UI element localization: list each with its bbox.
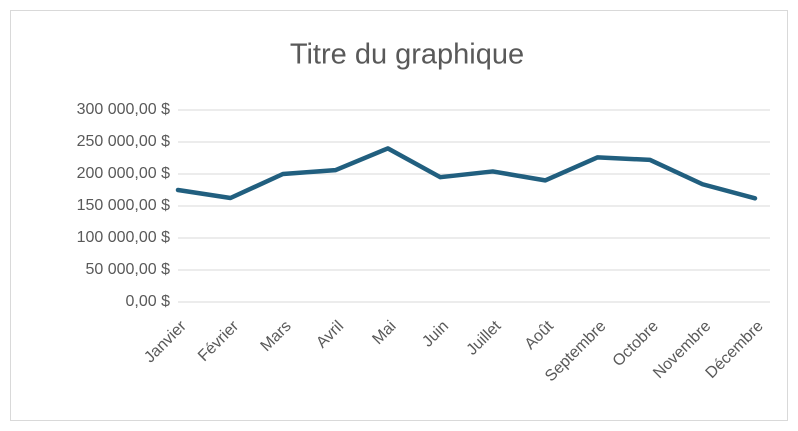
y-tick-label: 0,00 $	[126, 293, 171, 310]
chart-border	[10, 10, 788, 421]
y-tick-label: 50 000,00 $	[85, 261, 170, 278]
y-tick-label: 150 000,00 $	[77, 197, 171, 214]
y-tick-label: 200 000,00 $	[77, 165, 171, 182]
y-tick-label: 250 000,00 $	[77, 133, 171, 150]
y-tick-label: 300 000,00 $	[77, 101, 171, 118]
chart-title: Titre du graphique	[290, 39, 524, 71]
line-series	[175, 146, 758, 201]
y-tick-label: 100 000,00 $	[77, 229, 171, 246]
